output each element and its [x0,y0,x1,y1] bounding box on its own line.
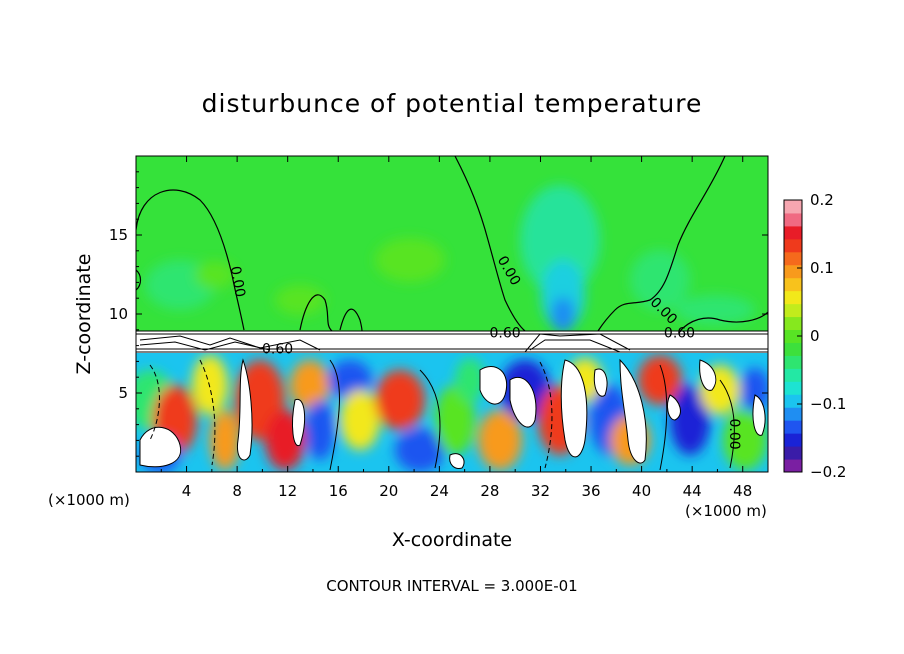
upper-contours [136,156,768,332]
x-tick-label: 16 [329,482,348,500]
colorbar-swatch [784,303,802,318]
plot-area [136,156,768,472]
colorbar-tick-label: 0.2 [810,191,834,209]
x-tick-label: 12 [278,482,297,500]
colorbar-swatch [784,459,802,473]
x-axis: 4 8 12 16 20 24 28 32 36 40 44 48 [160,156,752,500]
x-tick-label: 44 [683,482,702,500]
colorbar-swatch [784,212,802,227]
colorbar-tick-label: −0.1 [810,395,846,413]
colorbar-swatch [784,238,802,253]
y-axis-label: Z-coordinate [73,254,95,375]
x-tick-label: 48 [733,482,752,500]
contour-label: 0.60 [490,326,521,342]
contour-label: 0.00 [227,265,248,298]
colorbar-swatch [784,225,802,240]
upper-blobs [145,185,755,333]
colorbar-swatch [784,316,802,331]
colorbar: 0.2 0.1 0 −0.1 −0.2 [783,191,846,481]
x-tick-label: 32 [531,482,550,500]
band-contours [136,330,768,353]
chart-title: disturbunce of potential temperature [202,89,703,118]
colorbar-swatch [784,433,802,447]
colorbar-swatch [784,200,802,214]
colorbar-swatch [784,329,802,343]
colorbar-swatch [784,394,802,408]
colorbar-tick-label: 0.1 [810,259,834,277]
colorbar-swatch [784,420,802,434]
x-tick-label: 36 [581,482,600,500]
colorbar-tick-label: 0 [810,327,820,345]
white-cores [139,358,766,469]
colorbar-swatch [784,342,802,356]
x-unit-right: (×1000 m) [685,502,767,520]
x-unit-left: (×1000 m) [48,491,130,509]
colorbar-swatch [784,446,802,460]
y-axis: 5 10 15 [109,171,768,457]
y-tick-label: 10 [109,305,128,323]
colorbar-tick-label: −0.2 [810,463,846,481]
contour-label: 0.60 [664,326,695,342]
x-tick-label: 4 [182,482,192,500]
y-tick-label: 5 [118,384,128,402]
x-tick-label: 28 [480,482,499,500]
colorbar-swatch [784,368,802,382]
colorbar-swatch [784,264,802,279]
colorbar-swatch [784,381,802,395]
lower-contours [149,359,735,471]
colorbar-swatch [784,277,802,292]
colorbar-swatch [784,407,802,421]
x-tick-label: 8 [232,482,242,500]
colorbar-swatch [784,290,802,305]
x-tick-label: 40 [632,482,651,500]
x-tick-label: 24 [430,482,449,500]
contour-label: 0.60 [262,342,293,358]
x-tick-label: 20 [379,482,398,500]
colorbar-swatch [784,251,802,266]
x-axis-label: X-coordinate [392,529,512,551]
y-tick-label: 15 [109,226,128,244]
contour-label: 0.00 [726,418,742,449]
contour-interval-note: CONTOUR INTERVAL = 3.000E-01 [326,577,577,595]
colorbar-swatch [784,355,802,369]
